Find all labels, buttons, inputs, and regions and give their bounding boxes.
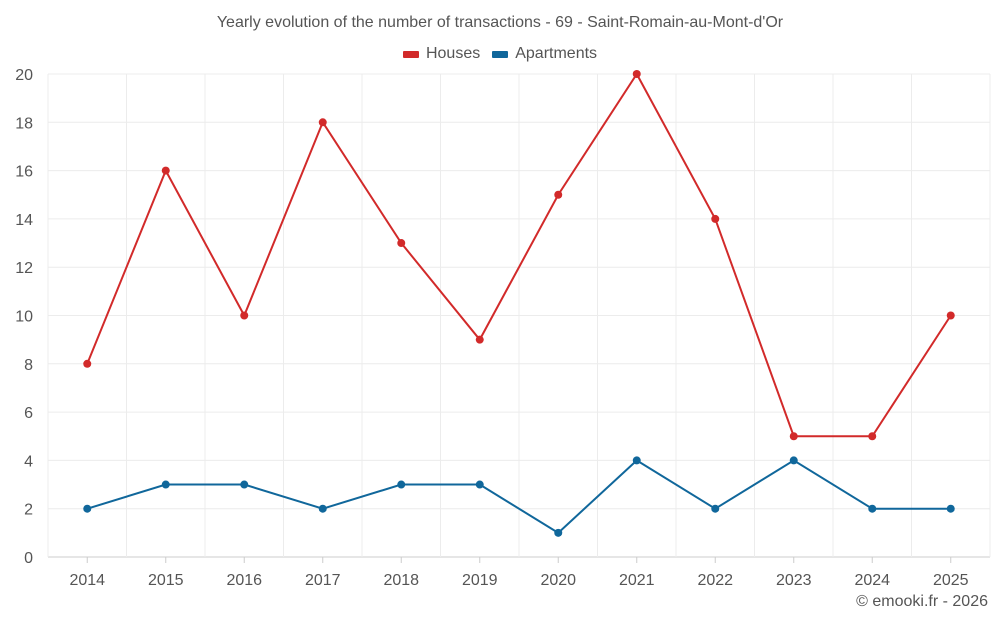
legend-label-apartments: Apartments: [515, 45, 598, 62]
y-tick-label-0: 0: [24, 550, 33, 567]
data-point-houses-2021: [632, 70, 641, 78]
y-tick-label-2: 2: [24, 502, 33, 519]
x-tick-label-2025: 2025: [933, 572, 969, 589]
data-point-apartments-2025: [946, 504, 955, 513]
x-tick-label-2018: 2018: [383, 572, 419, 589]
data-point-houses-2024: [868, 432, 877, 441]
y-tick-label-8: 8: [24, 357, 33, 374]
data-point-apartments-2014: [83, 504, 92, 513]
y-tick-label-4: 4: [24, 453, 33, 470]
y-tick-label-10: 10: [15, 309, 33, 326]
x-tick-label-2022: 2022: [697, 572, 733, 589]
data-point-apartments-2023: [789, 456, 798, 465]
data-point-houses-2023: [789, 432, 798, 441]
data-point-houses-2016: [240, 311, 249, 320]
chart-title: Yearly evolution of the number of transa…: [216, 14, 784, 31]
legend: Houses Apartments: [0, 45, 1000, 63]
data-point-houses-2025: [946, 311, 955, 320]
data-point-apartments-2016: [240, 480, 249, 489]
x-tick-label-2023: 2023: [776, 572, 812, 589]
x-tick-label-2019: 2019: [462, 572, 498, 589]
data-point-houses-2019: [475, 335, 484, 344]
legend-swatch-apartments: [492, 50, 509, 58]
x-tick-label-2014: 2014: [69, 572, 105, 589]
legend-swatch-houses: [402, 50, 419, 58]
data-point-houses-2017: [318, 118, 327, 127]
legend-item-houses[interactable]: Houses: [402, 45, 481, 63]
data-point-houses-2015: [161, 166, 170, 175]
data-point-apartments-2020: [554, 528, 563, 537]
data-point-apartments-2021: [632, 456, 641, 465]
y-tick-label-14: 14: [15, 212, 33, 229]
x-tick-label-2016: 2016: [226, 572, 262, 589]
series-line-houses: [86, 72, 952, 438]
x-tick-label-2015: 2015: [148, 572, 184, 589]
series-line-apartments: [86, 459, 951, 535]
y-tick-label-6: 6: [24, 405, 33, 422]
data-point-apartments-2022: [711, 504, 720, 513]
data-point-apartments-2024: [868, 504, 877, 513]
legend-item-apartments[interactable]: Apartments: [492, 45, 597, 63]
data-point-houses-2014: [83, 359, 92, 368]
legend-label-houses: Houses: [425, 45, 481, 62]
data-point-houses-2018: [397, 239, 406, 248]
x-tick-label-2021: 2021: [619, 572, 655, 589]
copyright-text: © emooki.fr - 2026: [856, 593, 988, 610]
data-point-apartments-2019: [475, 480, 484, 489]
y-tick-label-18: 18: [15, 115, 33, 132]
data-point-apartments-2018: [397, 480, 406, 489]
x-tick-label-2017: 2017: [305, 572, 341, 589]
x-tick-label-2024: 2024: [854, 572, 890, 589]
data-point-apartments-2017: [318, 504, 327, 513]
data-point-houses-2022: [711, 214, 720, 223]
x-tick-label-2020: 2020: [540, 572, 576, 589]
y-tick-label-20: 20: [15, 67, 33, 84]
y-tick-label-16: 16: [15, 164, 33, 181]
data-point-houses-2020: [554, 190, 563, 199]
data-point-apartments-2015: [161, 480, 170, 489]
y-tick-label-12: 12: [15, 260, 33, 277]
